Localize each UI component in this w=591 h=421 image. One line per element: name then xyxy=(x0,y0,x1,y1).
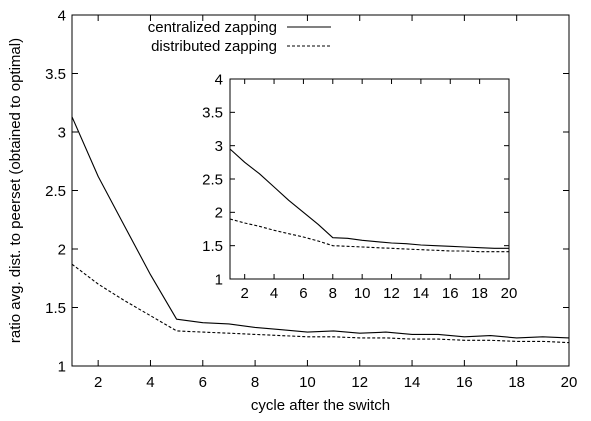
x-tick-label: 16 xyxy=(442,285,459,302)
legend-label: centralized zapping xyxy=(148,19,277,36)
x-tick-label: 12 xyxy=(383,285,400,302)
x-tick-label: 10 xyxy=(299,374,316,391)
y-tick-label: 2 xyxy=(215,205,223,222)
legend: centralized zapping distributed zapping xyxy=(148,19,331,55)
x-tick-label: 18 xyxy=(508,374,525,391)
x-tick-label: 2 xyxy=(241,285,249,302)
y-tick-label: 3.5 xyxy=(202,105,223,122)
plot-frame xyxy=(71,14,570,367)
x-tick-label: 16 xyxy=(456,374,473,391)
inset-plot: 2 4 6 8 10 12 14 16 18 20 1 1.5 2 2.5 3 3.5 4 xyxy=(202,71,517,302)
y-tick-label: 2.5 xyxy=(202,171,223,188)
y-tick-label: 1.5 xyxy=(45,300,66,317)
x-tick-label: 8 xyxy=(251,374,259,391)
x-tick-label: 20 xyxy=(501,285,518,302)
y-tick-label: 3 xyxy=(215,138,223,155)
series-line-centralized xyxy=(71,116,570,339)
series-line-centralized xyxy=(229,148,509,249)
series-line-distributed xyxy=(229,218,509,253)
x-tick-label: 8 xyxy=(329,285,337,302)
x-tick-label: 10 xyxy=(354,285,371,302)
y-tick-label: 2 xyxy=(58,241,66,258)
x-tick-label: 20 xyxy=(561,374,578,391)
y-axis-title: ratio avg. dist. to peerset (obtained to… xyxy=(7,38,24,343)
x-axis-title: cycle after the switch xyxy=(251,397,390,414)
x-tick-label: 6 xyxy=(299,285,307,302)
y-tick-label: 3.5 xyxy=(45,66,66,83)
x-tick-label: 14 xyxy=(404,374,421,391)
x-tick-label: 6 xyxy=(199,374,207,391)
y-tick-label: 1.5 xyxy=(202,238,223,255)
plot-frame xyxy=(229,78,510,280)
y-tick-label: 1 xyxy=(58,358,66,375)
x-tick-label: 2 xyxy=(94,374,102,391)
y-tick-label: 2.5 xyxy=(45,183,66,200)
y-tick-label: 4 xyxy=(58,7,66,24)
x-tick-label: 4 xyxy=(270,285,278,302)
y-tick-label: 3 xyxy=(58,124,66,141)
x-tick-label: 14 xyxy=(413,285,430,302)
y-tick-label: 4 xyxy=(215,71,223,88)
inset-background xyxy=(230,79,509,279)
x-tick-label: 18 xyxy=(471,285,488,302)
legend-label: distributed zapping xyxy=(151,38,277,55)
x-tick-label: 12 xyxy=(351,374,368,391)
x-tick-label: 4 xyxy=(146,374,154,391)
y-tick-label: 1 xyxy=(215,271,223,288)
